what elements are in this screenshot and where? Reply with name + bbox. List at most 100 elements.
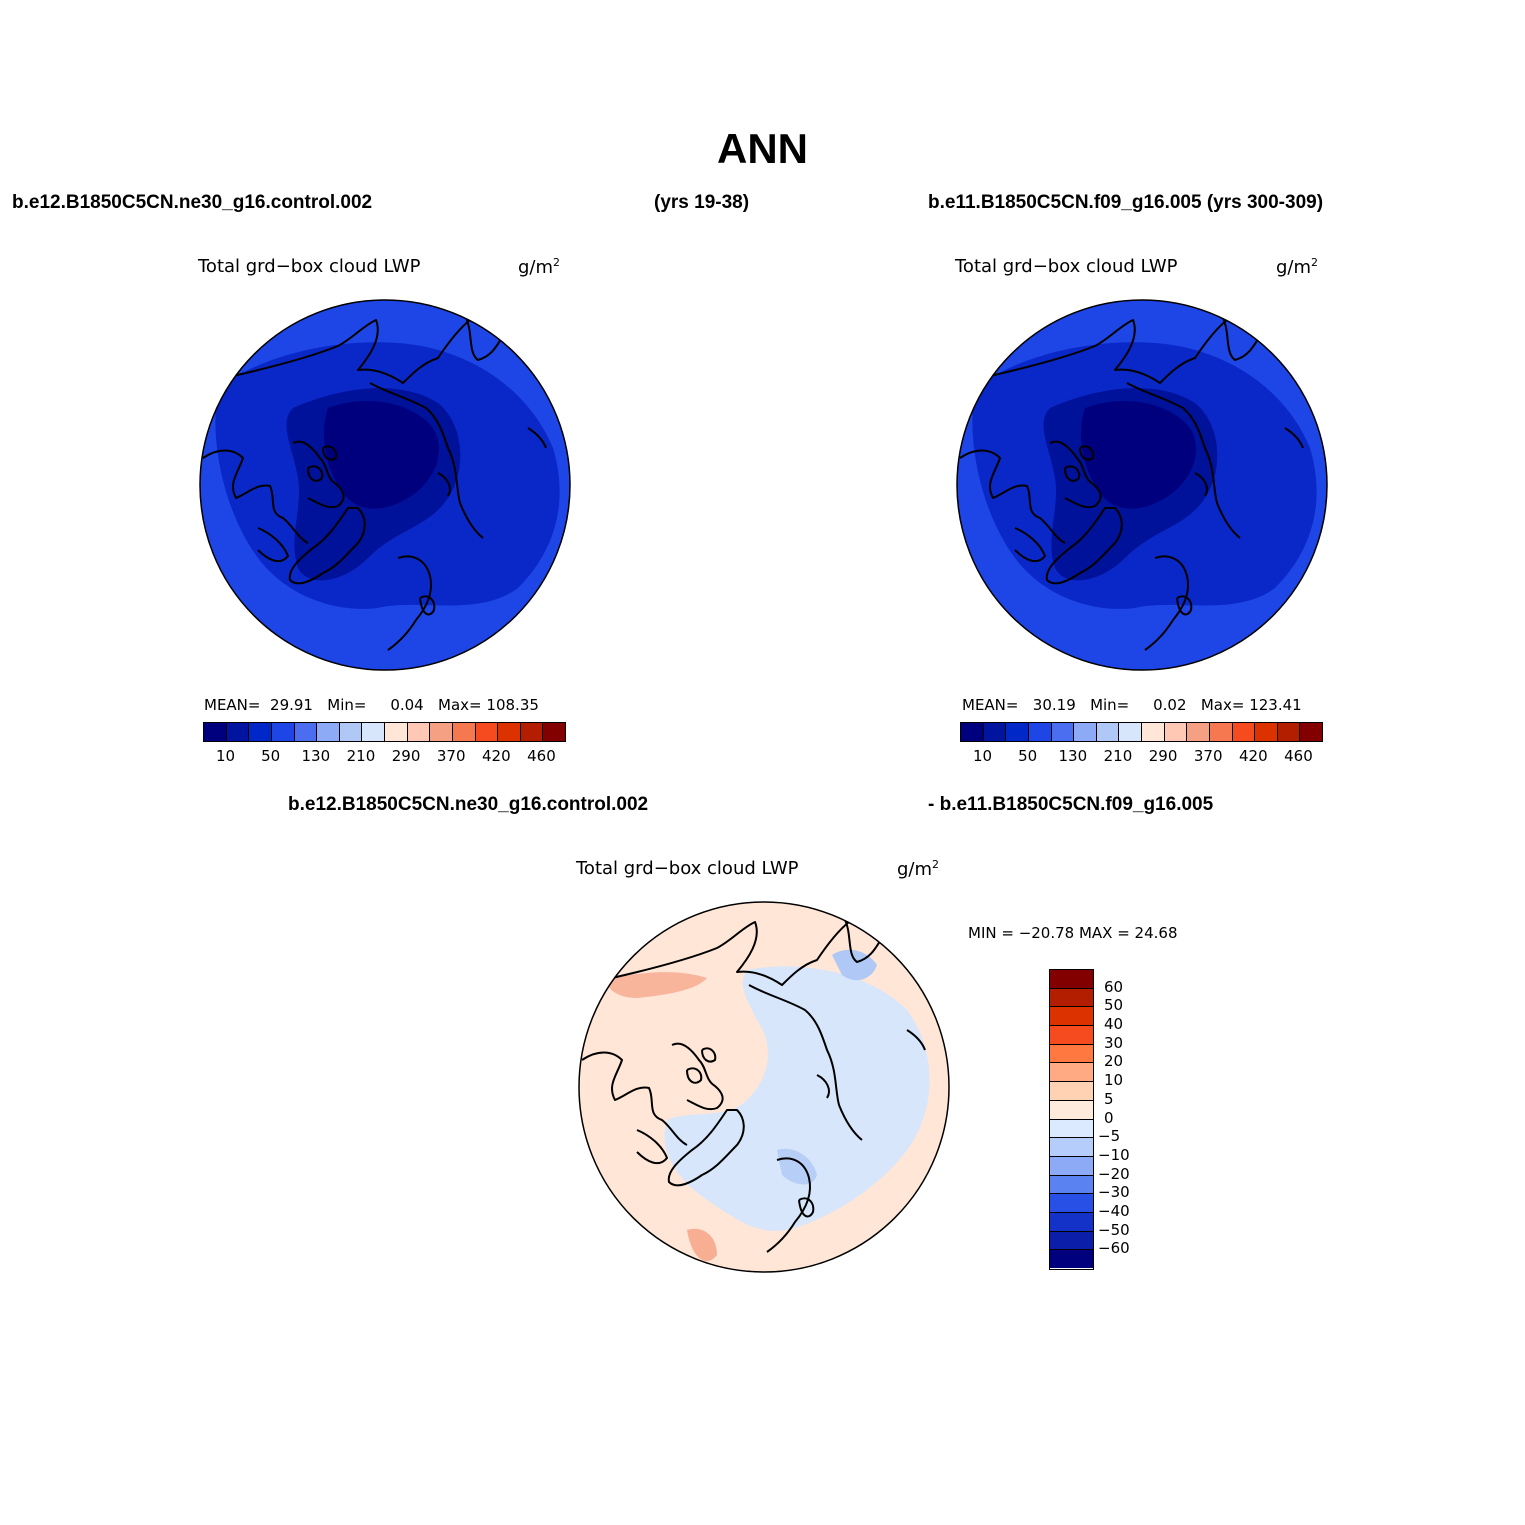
colorbar-cell (961, 723, 984, 741)
colorbar-label: 210 (1103, 747, 1133, 765)
colorbar-label: 290 (1148, 747, 1178, 765)
colorbar-cell (271, 723, 295, 741)
colorbar-cell (1050, 1156, 1093, 1176)
colorbar-cell (430, 723, 453, 741)
colorbar-cell (1096, 723, 1120, 741)
panel1-stats: MEAN= 29.91 Min= 0.04 Max= 108.35 (204, 696, 539, 714)
colorbar-label: −40 (1098, 1201, 1130, 1220)
colorbar-label: −60 (1098, 1239, 1130, 1258)
panel1-colorbar-labels: 10 50 130 210 290 370 420 460 (203, 747, 564, 765)
colorbar-cell (1300, 723, 1322, 741)
colorbar-cell (1050, 1231, 1093, 1251)
colorbar-cell (1119, 723, 1142, 741)
panel3-min-max: MIN = −20.78 MAX = 24.68 (968, 924, 1178, 942)
colorbar-label: 210 (346, 747, 376, 765)
colorbar-label: 290 (391, 747, 421, 765)
colorbar-cell (1050, 1026, 1093, 1045)
colorbar-cell (543, 723, 565, 741)
colorbar-cell (1050, 1100, 1093, 1120)
panel3-polar-difference-map (578, 901, 950, 1273)
colorbar-cell (249, 723, 272, 741)
colorbar-cell (1050, 1194, 1093, 1213)
panel2-colorbar-labels: 10 50 130 210 290 370 420 460 (960, 747, 1321, 765)
colorbar-cell (520, 723, 544, 741)
colorbar-cell (294, 723, 318, 741)
colorbar-cell (1050, 988, 1093, 1008)
colorbar-cell (339, 723, 363, 741)
colorbar-cell (1051, 723, 1075, 741)
colorbar-cell (1050, 1063, 1093, 1083)
diff-case-a-title: b.e12.B1850C5CN.ne30_g16.control.002 (288, 794, 649, 815)
colorbar-cell (1050, 1212, 1093, 1232)
colorbar-cell (1050, 1007, 1093, 1027)
panel1-polar-map (199, 299, 571, 671)
colorbar-label: 50 (261, 747, 281, 765)
colorbar-cell (452, 723, 476, 741)
colorbar-cell (983, 723, 1007, 741)
colorbar-cell (1232, 723, 1256, 741)
colorbar-cell (1187, 723, 1210, 741)
colorbar-label: 10 (1104, 1071, 1124, 1090)
colorbar-label: 30 (1104, 1033, 1124, 1052)
colorbar-cell (1277, 723, 1301, 741)
colorbar-cell (362, 723, 385, 741)
colorbar-label: 50 (1104, 996, 1124, 1015)
colorbar-cell (1050, 1175, 1093, 1195)
left-case-title: b.e12.B1850C5CN.ne30_g16.control.002 (12, 192, 373, 213)
colorbar-label: 60 (1104, 977, 1124, 996)
colorbar-cell (1050, 1138, 1093, 1157)
colorbar-label: 420 (481, 747, 511, 765)
colorbar-label: 10 (216, 747, 236, 765)
colorbar-cell (1050, 1044, 1093, 1064)
colorbar-label: 460 (527, 747, 556, 765)
right-case-title: b.e11.B1850C5CN.f09_g16.005 (yrs 300-309… (928, 192, 1324, 213)
colorbar-label: 420 (1238, 747, 1268, 765)
colorbar-label: 40 (1104, 1015, 1124, 1034)
colorbar-label: −30 (1098, 1183, 1130, 1202)
colorbar-label: 0 (1104, 1108, 1114, 1127)
colorbar-label: 130 (301, 747, 331, 765)
panel3-colorbar (1049, 969, 1094, 1270)
main-title: ANN (717, 125, 808, 172)
colorbar-cell (204, 723, 227, 741)
colorbar-label: 370 (436, 747, 466, 765)
colorbar-label: −5 (1098, 1127, 1121, 1146)
left-years-title: (yrs 19-38) (654, 192, 750, 213)
panel2-units-label: g/m2 (1276, 256, 1319, 278)
colorbar-cell (1142, 723, 1165, 741)
colorbar-label: 5 (1104, 1089, 1114, 1108)
panel3-colorbar-labels: 60 50 40 30 20 10 5 0 −5 −10 −20 −30 −40 −50 −60 (1098, 969, 1158, 1268)
panel3-variable-label: Total grd−box cloud LWP (576, 858, 799, 879)
colorbar-label: −50 (1098, 1220, 1130, 1239)
colorbar-cell (1164, 723, 1188, 741)
colorbar-label: 10 (973, 747, 993, 765)
panel2-stats: MEAN= 30.19 Min= 0.02 Max= 123.41 (962, 696, 1302, 714)
panel1-units-label: g/m2 (518, 256, 561, 278)
colorbar-cell (1050, 1250, 1093, 1268)
diff-case-b-title: - b.e11.B1850C5CN.f09_g16.005 (928, 794, 1214, 815)
colorbar-cell (407, 723, 431, 741)
colorbar-cell (1074, 723, 1097, 741)
colorbar-label: −10 (1098, 1145, 1130, 1164)
colorbar-cell (1050, 970, 1093, 989)
colorbar-label: −20 (1098, 1164, 1130, 1183)
colorbar-label: 370 (1193, 747, 1223, 765)
panel2-variable-label: Total grd−box cloud LWP (955, 256, 1178, 277)
panel2-colorbar (960, 722, 1323, 742)
colorbar-label: 130 (1058, 747, 1088, 765)
colorbar-cell (1255, 723, 1278, 741)
colorbar-cell (1006, 723, 1029, 741)
colorbar-cell (1209, 723, 1233, 741)
panel1-variable-label: Total grd−box cloud LWP (198, 256, 421, 277)
colorbar-cell (385, 723, 408, 741)
colorbar-cell (226, 723, 250, 741)
panel2-polar-map (956, 299, 1328, 671)
panel3-units-label: g/m2 (897, 858, 940, 880)
colorbar-cell (475, 723, 499, 741)
colorbar-cell (317, 723, 340, 741)
colorbar-label: 20 (1104, 1052, 1124, 1071)
colorbar-cell (1050, 1082, 1093, 1101)
colorbar-label: 50 (1018, 747, 1038, 765)
colorbar-cell (498, 723, 521, 741)
colorbar-cell (1028, 723, 1052, 741)
